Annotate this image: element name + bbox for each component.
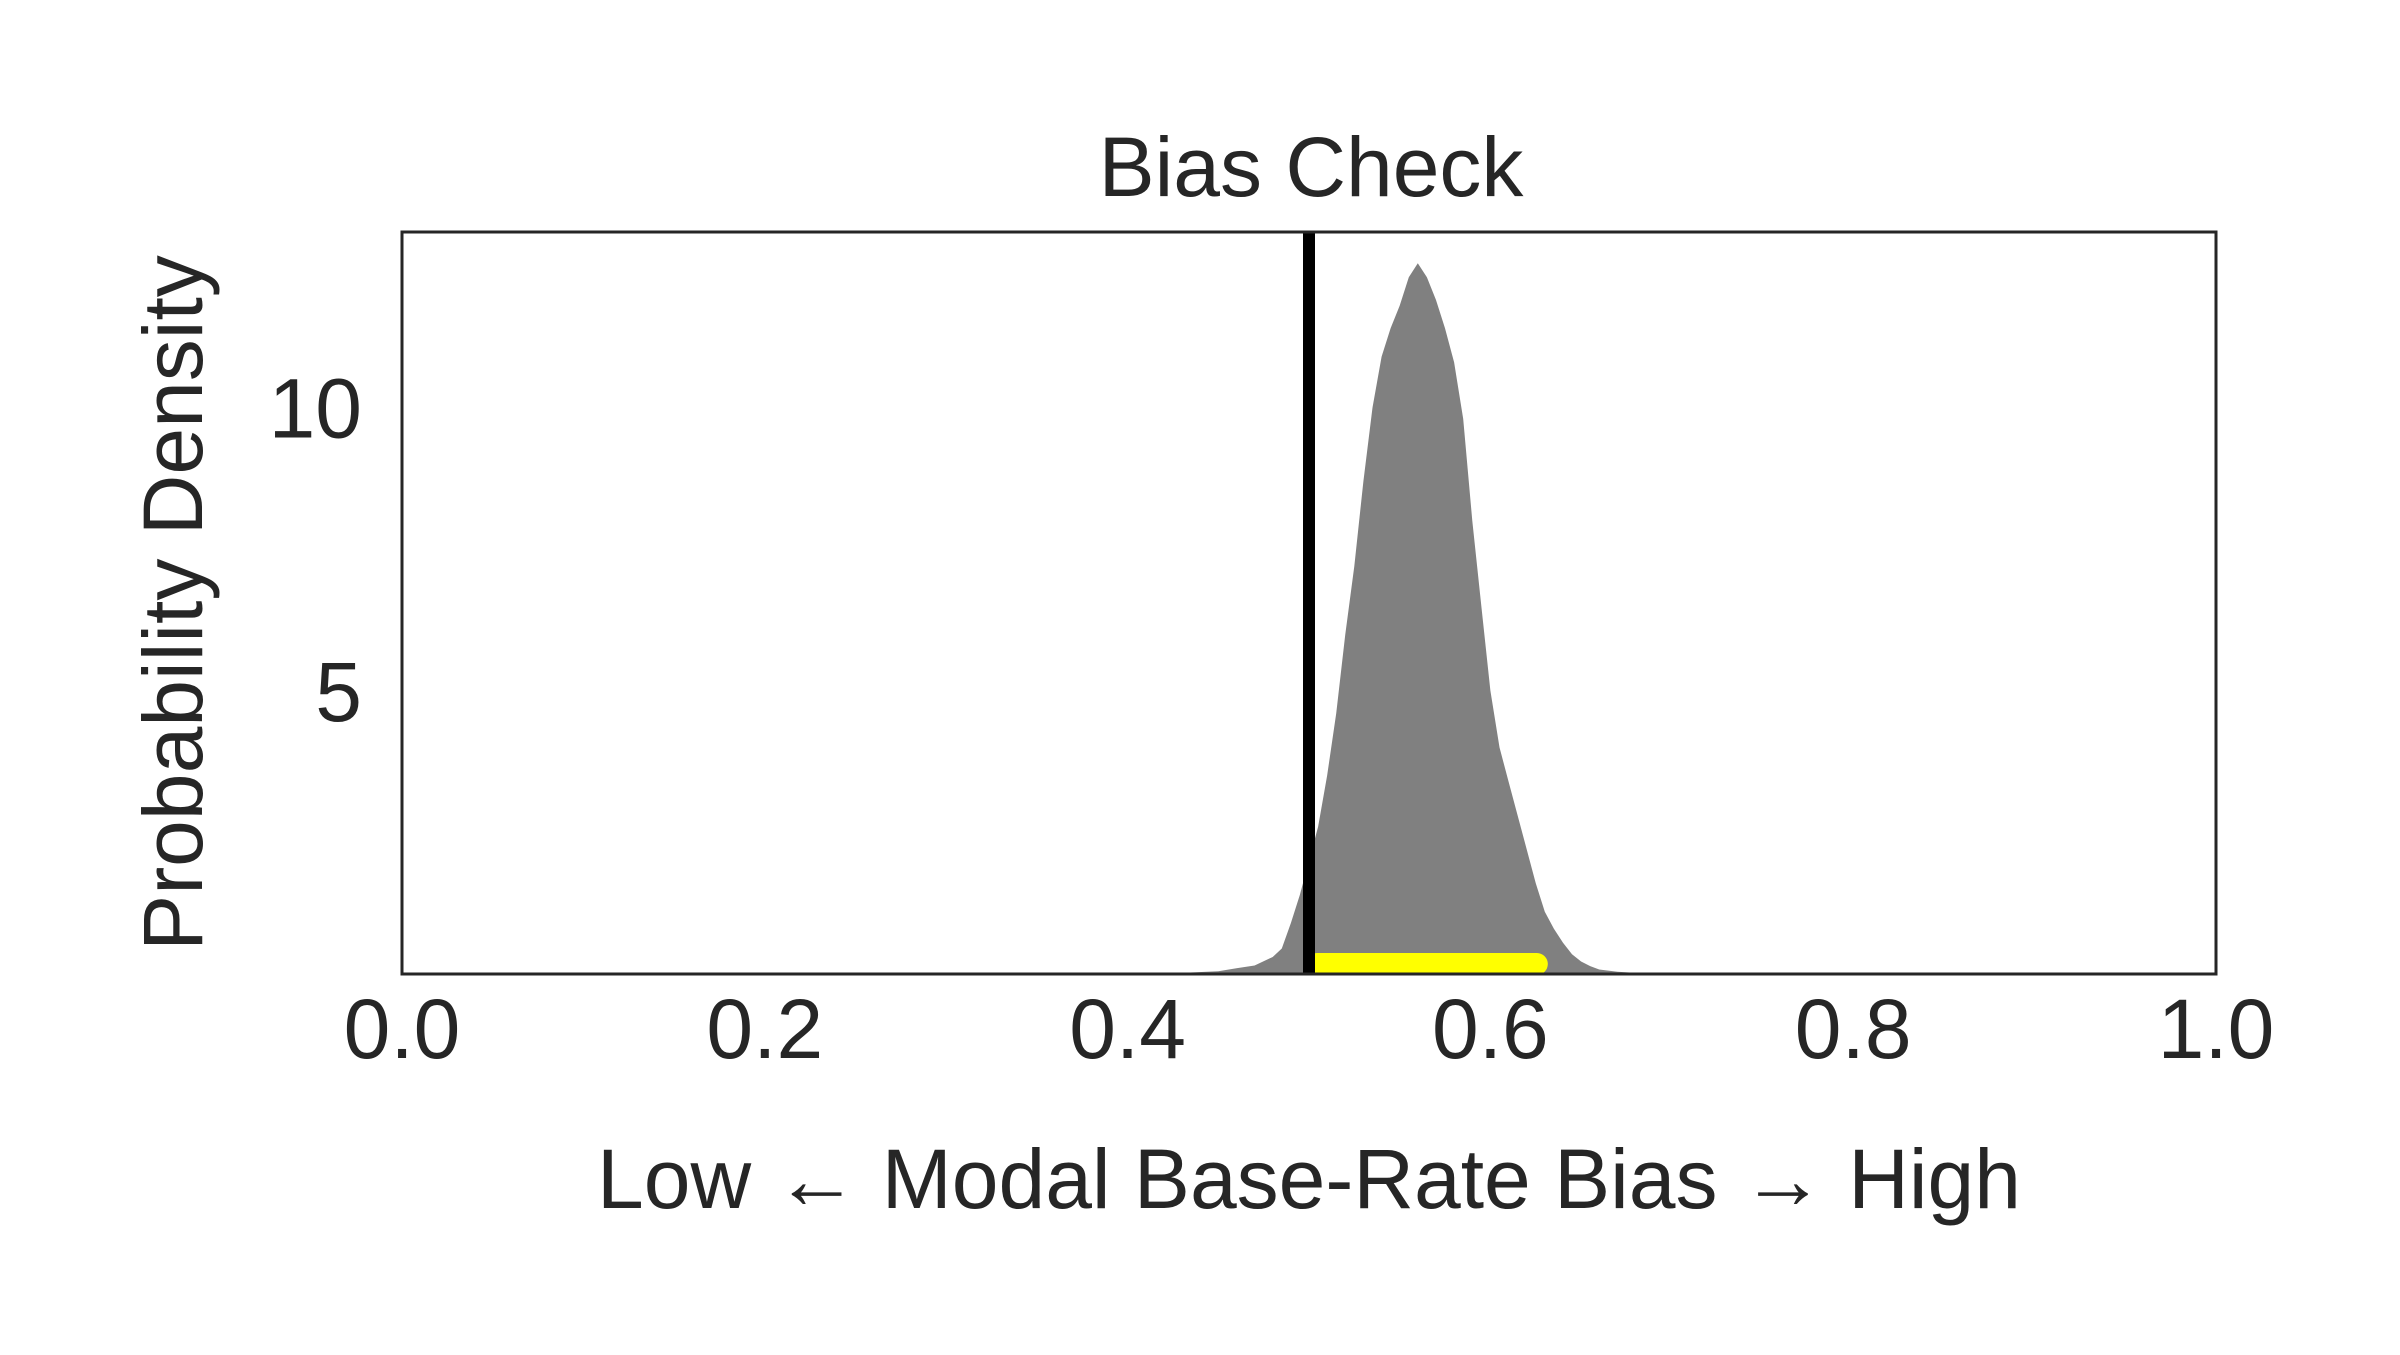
x-tick-label: 0.6: [1432, 982, 1549, 1076]
x-tick-label: 1.0: [2158, 982, 2275, 1076]
x-tick-label: 0.4: [1069, 982, 1186, 1076]
chart-title: Bias Check: [1099, 120, 1525, 214]
x-tick-label: 0.2: [706, 982, 823, 1076]
plot-area: [1145, 232, 1709, 975]
plot-frame: [400, 230, 2218, 976]
y-tick-label: 10: [269, 362, 362, 456]
x-tick-label: 0.0: [344, 982, 461, 1076]
x-tick-label: 0.8: [1795, 982, 1912, 1076]
tick-labels: 0.0 0.2 0.4 0.6 0.8 1.0 5 10: [269, 362, 2275, 1076]
y-axis-label: Probability Density: [126, 255, 220, 951]
y-tick-label: 5: [315, 645, 362, 739]
density-area-0: [1145, 263, 1709, 974]
x-axis-label: Low ← Modal Base-Rate Bias → High: [597, 1132, 2021, 1226]
